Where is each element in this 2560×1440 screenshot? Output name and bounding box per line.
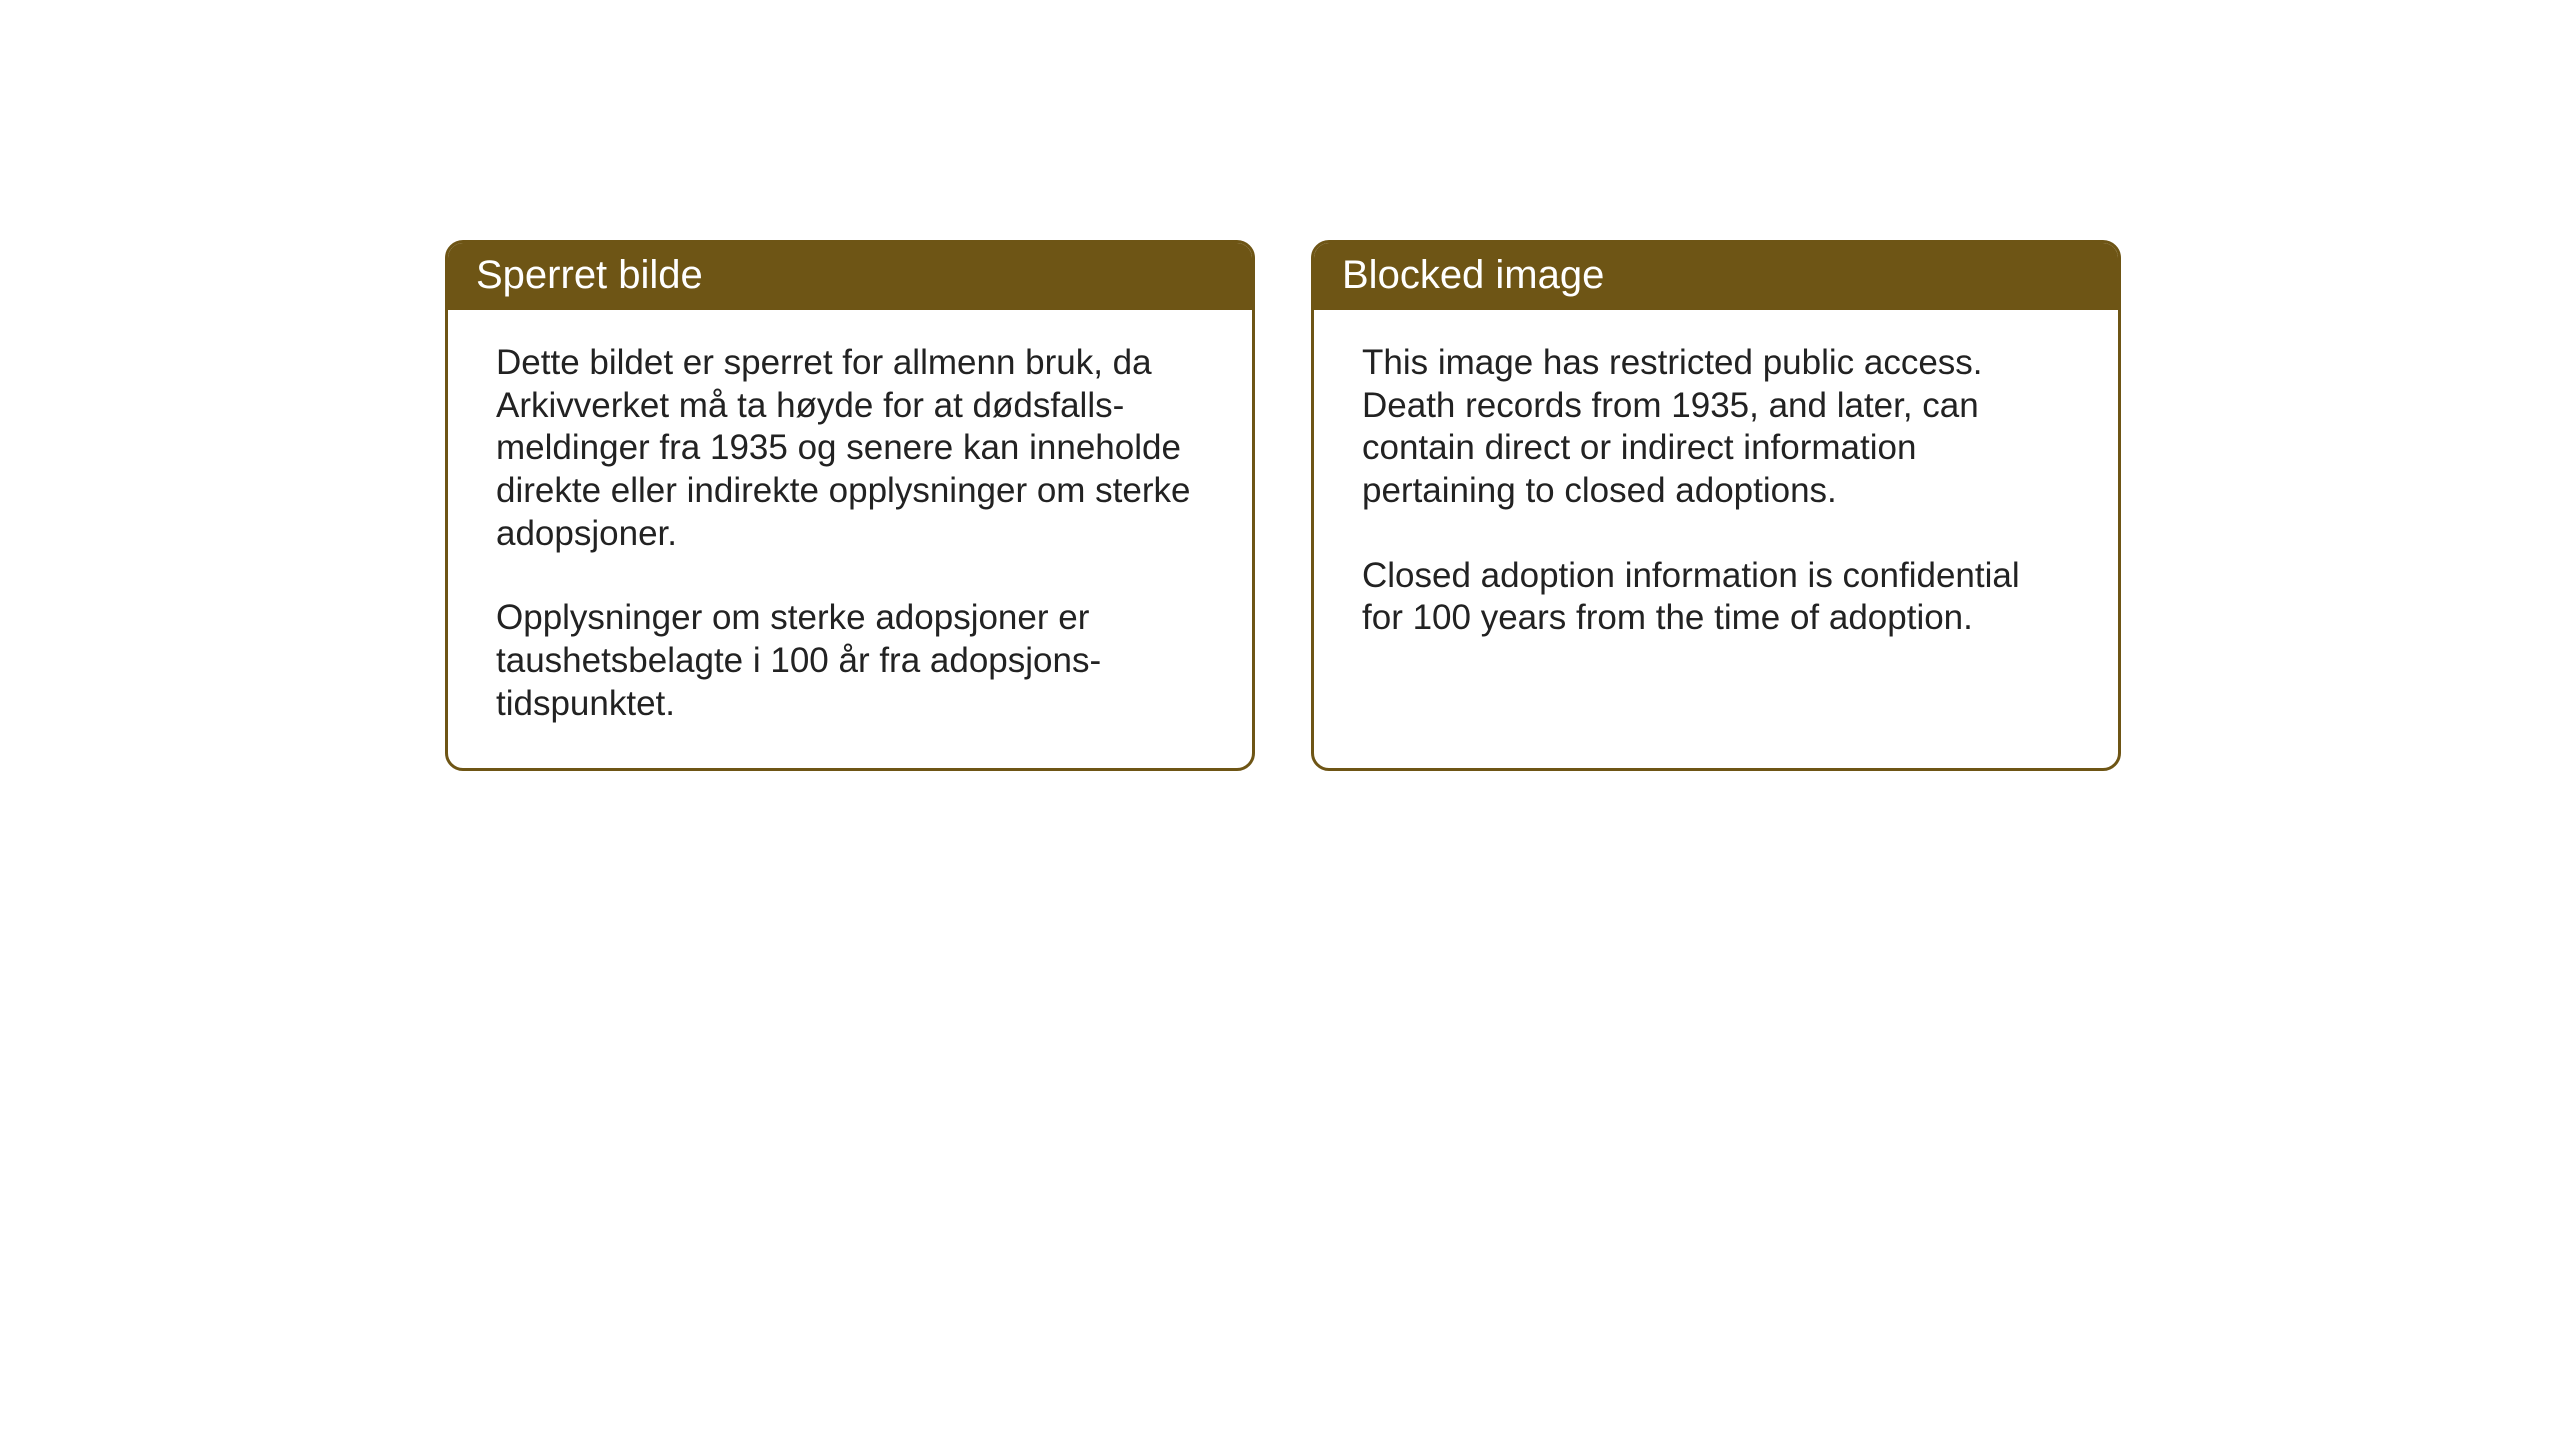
card-body-english: This image has restricted public access.… xyxy=(1314,310,2118,682)
card-paragraph: Dette bildet er sperret for allmenn bruk… xyxy=(496,342,1204,555)
card-norwegian: Sperret bilde Dette bildet er sperret fo… xyxy=(445,240,1255,771)
card-paragraph: Opplysninger om sterke adopsjoner er tau… xyxy=(496,597,1204,725)
card-body-norwegian: Dette bildet er sperret for allmenn bruk… xyxy=(448,310,1252,768)
card-header-english: Blocked image xyxy=(1314,243,2118,310)
card-paragraph: This image has restricted public access.… xyxy=(1362,342,2070,513)
cards-container: Sperret bilde Dette bildet er sperret fo… xyxy=(445,240,2121,771)
card-english: Blocked image This image has restricted … xyxy=(1311,240,2121,771)
card-paragraph: Closed adoption information is confident… xyxy=(1362,555,2070,640)
card-header-norwegian: Sperret bilde xyxy=(448,243,1252,310)
